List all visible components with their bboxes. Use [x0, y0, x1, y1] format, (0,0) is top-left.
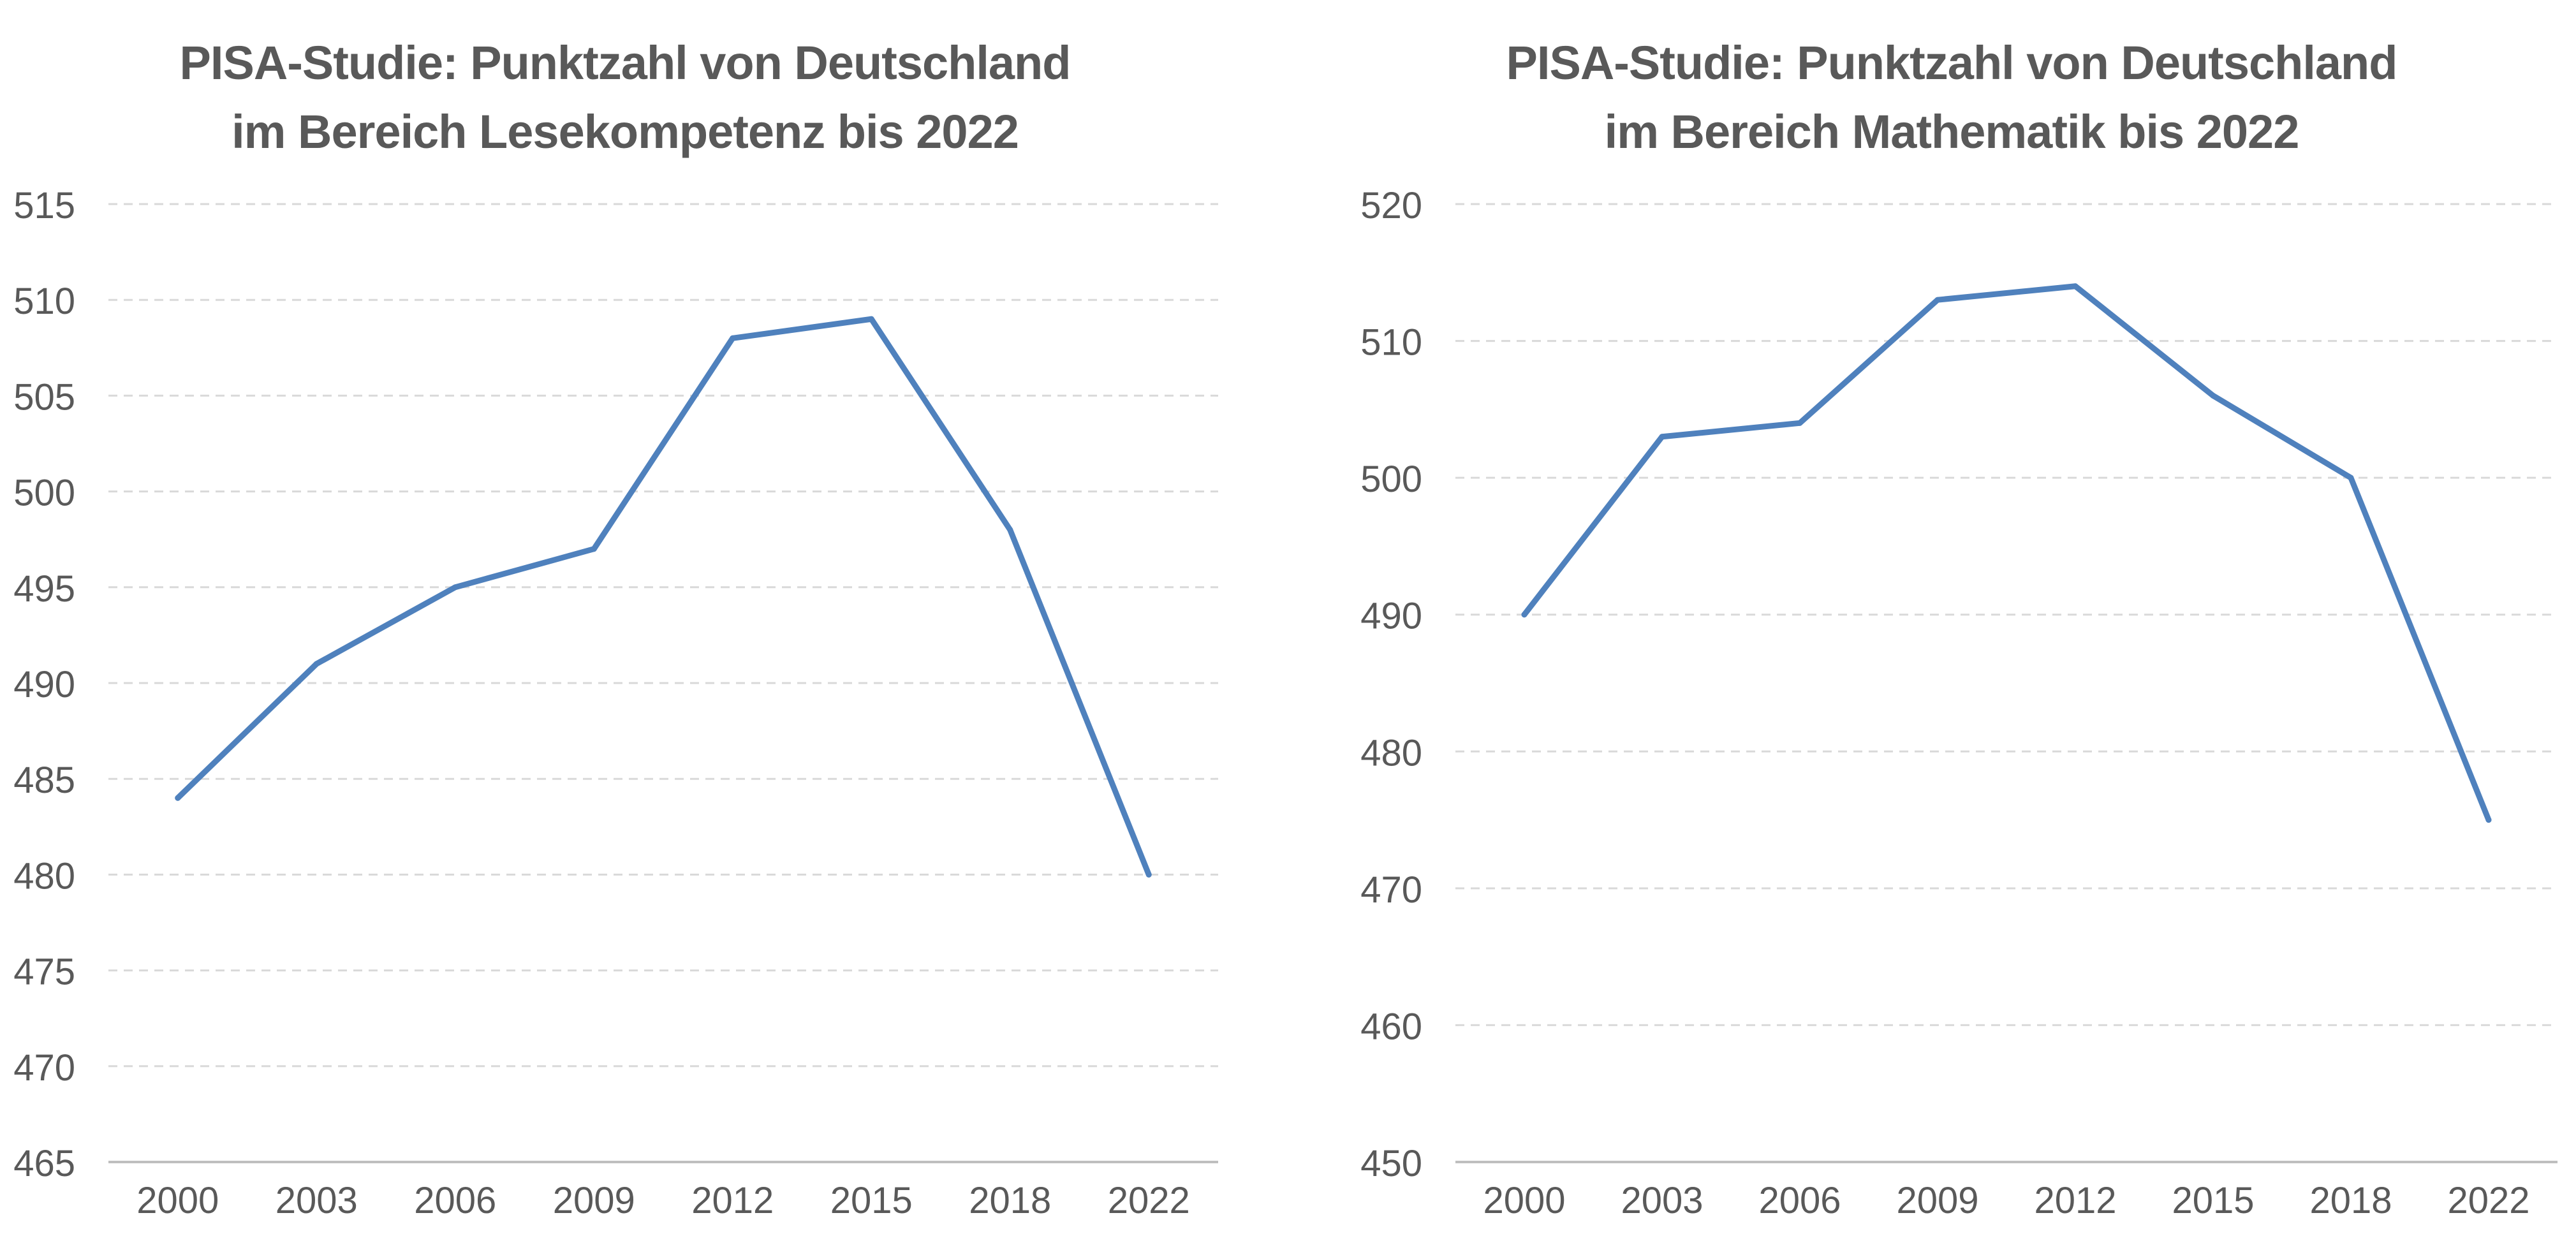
- x-tick-label: 2012: [2034, 1180, 2116, 1221]
- chart-title-line-1: PISA-Studie: Punktzahl von Deutschland: [179, 36, 1071, 89]
- chart-title: PISA-Studie: Punktzahl von Deutschland i…: [172, 29, 1078, 166]
- data-point: [1145, 871, 1152, 878]
- y-tick-label: 450: [1360, 1143, 1422, 1184]
- chart-mathematik: PISA-Studie: Punktzahl von Deutschland i…: [1288, 0, 2576, 1243]
- y-tick-label: 460: [1360, 1006, 1422, 1047]
- x-tick-label: 2009: [1896, 1180, 1978, 1221]
- data-point: [1934, 297, 1941, 303]
- y-tick-label: 515: [13, 185, 75, 226]
- data-point: [2485, 817, 2492, 823]
- x-tick-label: 2015: [2172, 1180, 2254, 1221]
- x-tick-label: 2022: [2447, 1180, 2529, 1221]
- chart-title: PISA-Studie: Punktzahl von Deutschland i…: [1499, 29, 2404, 166]
- data-point: [2210, 392, 2216, 399]
- y-tick-label: 465: [13, 1143, 75, 1184]
- plot-area: 465 470 475 480 485 490 495 500 505 510 515 2000 200…: [13, 185, 1218, 1221]
- y-tick-label: 490: [13, 664, 75, 705]
- data-point: [1797, 420, 1803, 426]
- x-tick-label: 2000: [136, 1180, 219, 1221]
- chart-title-line-2: im Bereich Lesekompetenz bis 2022: [232, 105, 1019, 158]
- y-tick-label: 485: [13, 760, 75, 801]
- chart-lesekompetenz: PISA-Studie: Punktzahl von Deutschland i…: [13, 29, 1218, 1221]
- data-point: [452, 584, 459, 591]
- y-tick-label: 505: [13, 376, 75, 418]
- x-tick-label: 2018: [2309, 1180, 2392, 1221]
- x-tick-label: 2000: [1483, 1180, 1565, 1221]
- x-tick-label: 2012: [691, 1180, 774, 1221]
- y-tick-label: 480: [1360, 732, 1422, 774]
- data-point: [2072, 283, 2079, 290]
- y-tick-label: 470: [13, 1047, 75, 1089]
- x-tick-label: 2009: [553, 1180, 635, 1221]
- y-tick-label: 480: [13, 855, 75, 897]
- y-tick-label: 495: [13, 568, 75, 610]
- plot-area: 450 460 470 480 490 500 510 520 2000 2003 2006 2009…: [1360, 185, 2558, 1221]
- data-point: [730, 335, 736, 341]
- chart-title-line-1: PISA-Studie: Punktzahl von Deutschland: [1506, 36, 2398, 89]
- y-tick-label: 510: [1360, 322, 1422, 364]
- x-tick-label: 2018: [969, 1180, 1051, 1221]
- x-tick-label: 2003: [276, 1180, 358, 1221]
- chart-title-line-2: im Bereich Mathematik bis 2022: [1604, 105, 2300, 158]
- y-tick-label: 475: [13, 952, 75, 993]
- x-tick-label: 2006: [1758, 1180, 1841, 1221]
- y-tick-label: 500: [1360, 459, 1422, 500]
- x-tick-label: 2003: [1621, 1180, 1703, 1221]
- y-tick-label: 510: [13, 281, 75, 322]
- data-point: [313, 661, 320, 667]
- data-point: [1007, 527, 1013, 533]
- data-point: [1659, 434, 1665, 440]
- series-line: [175, 316, 1152, 878]
- y-tick-label: 490: [1360, 596, 1422, 637]
- data-point: [175, 795, 181, 801]
- x-tick-label: 2006: [414, 1180, 496, 1221]
- x-tick-label: 2022: [1108, 1180, 1190, 1221]
- data-point: [868, 316, 874, 322]
- x-tick-label: 2015: [830, 1180, 913, 1221]
- y-tick-label: 500: [13, 473, 75, 514]
- data-point: [2348, 474, 2354, 481]
- data-point: [591, 546, 597, 552]
- data-point: [1521, 612, 1527, 618]
- series-line: [1521, 283, 2492, 823]
- y-tick-label: 520: [1360, 185, 1422, 226]
- y-tick-label: 470: [1360, 869, 1422, 911]
